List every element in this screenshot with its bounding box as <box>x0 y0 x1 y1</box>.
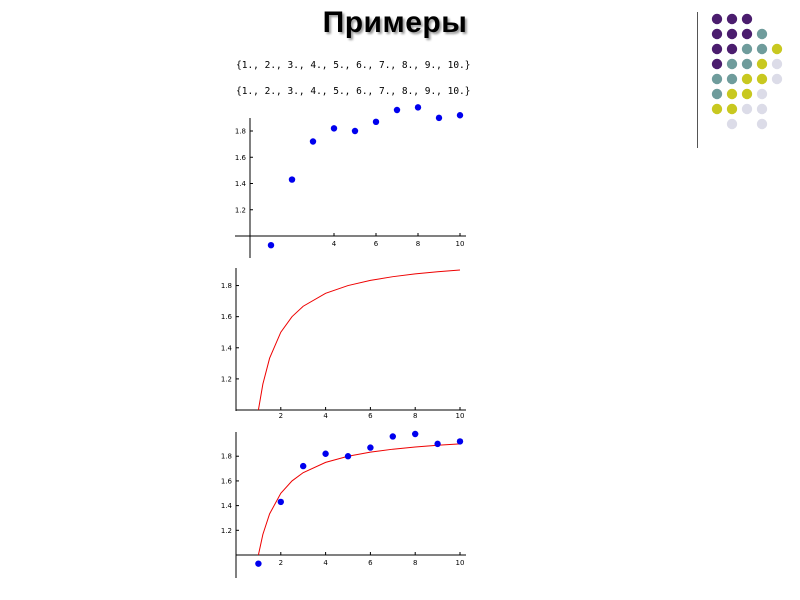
decor-dot <box>771 43 783 55</box>
decor-dot <box>771 73 783 85</box>
y-tick-label: 1.2 <box>221 527 232 535</box>
data-point <box>322 450 329 457</box>
x-tick-label: 4 <box>323 559 328 567</box>
decor-dot <box>726 73 738 85</box>
data-point <box>389 433 396 440</box>
decor-dot <box>756 88 768 100</box>
decor-dot <box>741 88 753 100</box>
decor-dot <box>741 28 753 40</box>
data-point <box>435 114 443 122</box>
decor-dot <box>726 58 738 70</box>
y-tick-label: 1.8 <box>221 282 232 290</box>
decor-dot <box>711 73 723 85</box>
data-point <box>414 104 422 111</box>
y-tick-label: 1.8 <box>221 453 232 461</box>
decor-dot <box>756 43 768 55</box>
x-tick-label: 6 <box>368 412 373 420</box>
x-tick-label: 8 <box>413 559 417 567</box>
decor-dot <box>726 28 738 40</box>
y-values-list: {1., 2., 3., 4., 5., 6., 7., 8., 9., 10.… <box>236 86 471 97</box>
data-point <box>412 430 419 438</box>
x-tick-label: 10 <box>456 559 465 567</box>
decor-dot <box>711 88 723 100</box>
decor-dot <box>741 103 753 115</box>
x-tick-label: 8 <box>413 412 417 420</box>
decorative-divider <box>697 12 698 148</box>
decor-dot <box>711 43 723 55</box>
data-point <box>367 444 374 451</box>
x-tick-label: 2 <box>279 412 283 420</box>
x-tick-label: 4 <box>323 412 328 420</box>
data-point <box>344 453 352 460</box>
curve-line <box>257 443 461 556</box>
data-point <box>456 112 464 119</box>
y-tick-label: 1.2 <box>235 206 246 214</box>
decor-dot <box>741 43 753 55</box>
x-tick-label: 8 <box>416 240 420 248</box>
decor-dot <box>726 118 738 130</box>
decor-dot <box>711 13 723 25</box>
y-tick-label: 1.8 <box>235 128 246 136</box>
decor-dot <box>741 13 753 25</box>
data-point <box>300 462 307 470</box>
x-tick-label: 6 <box>368 559 373 567</box>
decor-dot <box>756 118 768 130</box>
data-point <box>267 241 275 249</box>
y-tick-label: 1.6 <box>235 154 247 162</box>
x-values-list: {1., 2., 3., 4., 5., 6., 7., 8., 9., 10.… <box>236 60 471 71</box>
data-point <box>393 106 401 114</box>
decor-dot <box>726 88 738 100</box>
y-tick-label: 1.4 <box>221 502 233 510</box>
x-tick-label: 4 <box>332 240 337 248</box>
y-tick-label: 1.4 <box>221 344 233 352</box>
decor-dot <box>711 28 723 40</box>
data-point <box>351 127 359 135</box>
x-tick-label: 2 <box>279 559 283 567</box>
x-tick-label: 10 <box>456 412 465 420</box>
decor-dot <box>741 58 753 70</box>
decor-dot <box>726 43 738 55</box>
y-tick-label: 1.2 <box>221 375 232 383</box>
y-tick-label: 1.6 <box>221 313 233 321</box>
data-point <box>330 125 338 132</box>
decor-dot <box>756 103 768 115</box>
decor-dot <box>711 58 723 70</box>
decor-dot <box>711 103 723 115</box>
data-point <box>372 118 380 126</box>
decor-dot <box>771 58 783 70</box>
data-point <box>309 138 317 145</box>
decor-dot <box>756 28 768 40</box>
data-point <box>255 560 262 567</box>
y-tick-label: 1.6 <box>221 477 233 485</box>
data-point <box>288 176 296 183</box>
decor-dot <box>756 73 768 85</box>
decor-dot <box>726 13 738 25</box>
data-point <box>434 440 441 448</box>
slide-title: Примеры <box>322 6 468 39</box>
x-tick-label: 10 <box>456 240 465 248</box>
curve-line <box>257 269 461 411</box>
decor-dot <box>756 58 768 70</box>
data-point <box>277 498 284 506</box>
decor-dot <box>741 73 753 85</box>
data-point <box>456 438 464 445</box>
decor-dot <box>726 103 738 115</box>
y-tick-label: 1.4 <box>235 180 247 188</box>
x-tick-label: 6 <box>374 240 379 248</box>
